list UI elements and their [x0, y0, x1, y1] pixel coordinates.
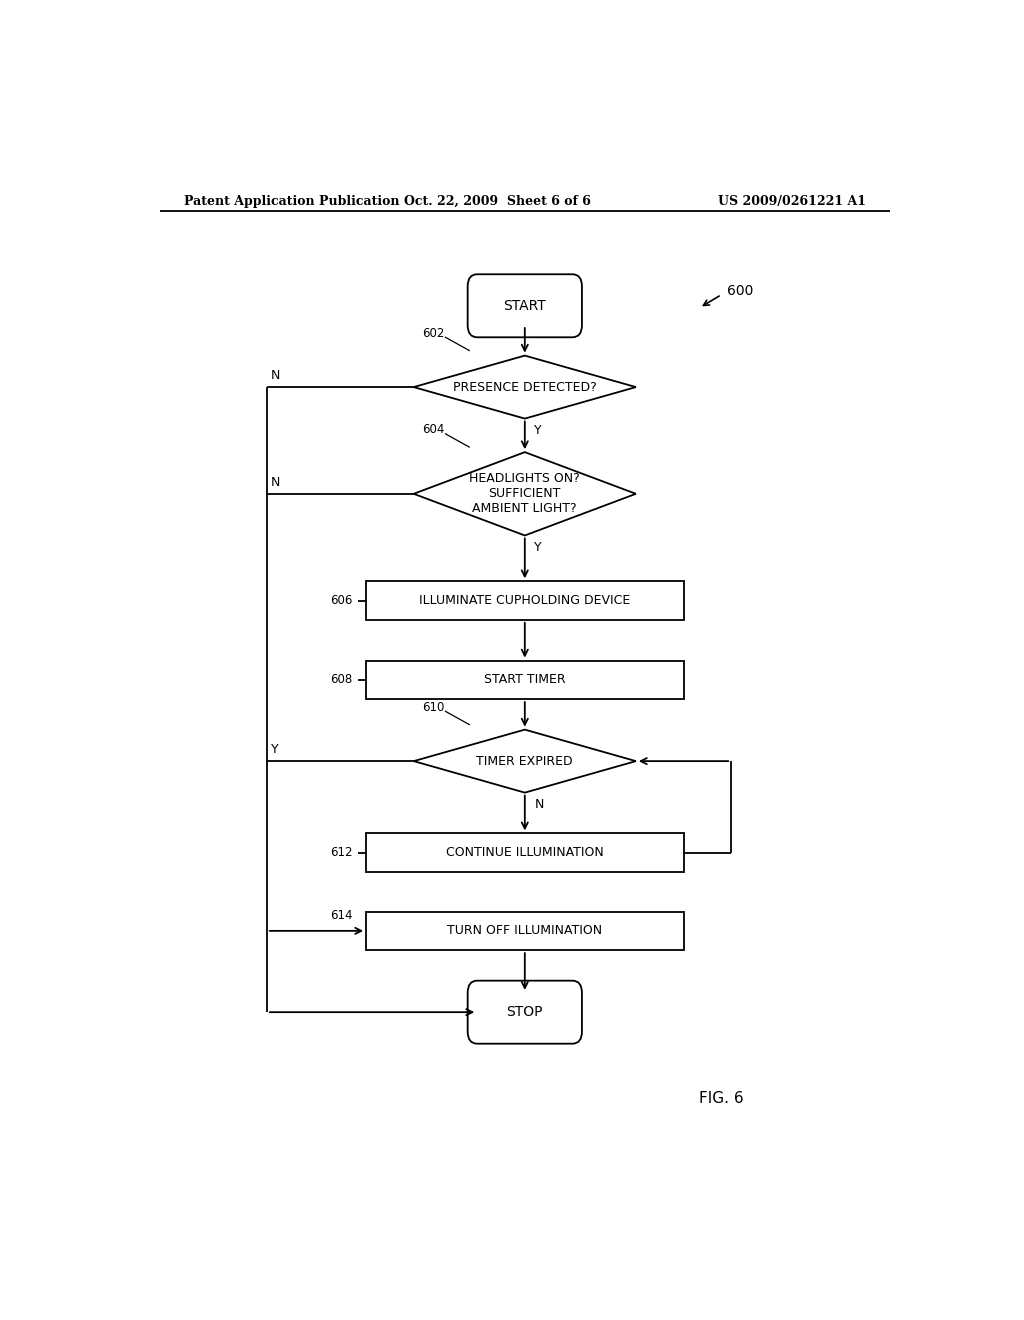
Text: N: N — [535, 797, 544, 810]
Bar — [367, 912, 684, 950]
Text: 600: 600 — [727, 284, 754, 297]
Text: 612: 612 — [331, 846, 353, 859]
Text: N: N — [270, 475, 281, 488]
Polygon shape — [414, 453, 636, 536]
Text: 602: 602 — [422, 327, 444, 339]
Text: ILLUMINATE CUPHOLDING DEVICE: ILLUMINATE CUPHOLDING DEVICE — [419, 594, 631, 607]
Text: FIG. 6: FIG. 6 — [699, 1092, 744, 1106]
FancyBboxPatch shape — [468, 275, 582, 338]
Bar — [367, 581, 684, 620]
Polygon shape — [414, 355, 636, 418]
Text: START: START — [504, 298, 546, 313]
Text: CONTINUE ILLUMINATION: CONTINUE ILLUMINATION — [445, 846, 604, 859]
Text: Y: Y — [270, 743, 279, 756]
Text: Y: Y — [535, 424, 542, 437]
Text: 604: 604 — [422, 424, 444, 437]
Bar — [367, 833, 684, 873]
Text: 608: 608 — [331, 673, 352, 686]
Text: STOP: STOP — [507, 1005, 543, 1019]
Text: US 2009/0261221 A1: US 2009/0261221 A1 — [718, 194, 866, 207]
Bar — [367, 660, 684, 700]
Text: 614: 614 — [331, 909, 353, 923]
Text: TIMER EXPIRED: TIMER EXPIRED — [476, 755, 573, 768]
Text: Oct. 22, 2009  Sheet 6 of 6: Oct. 22, 2009 Sheet 6 of 6 — [403, 194, 591, 207]
Text: HEADLIGHTS ON?
SUFFICIENT
AMBIENT LIGHT?: HEADLIGHTS ON? SUFFICIENT AMBIENT LIGHT? — [469, 473, 581, 515]
Polygon shape — [414, 730, 636, 792]
FancyBboxPatch shape — [468, 981, 582, 1044]
Text: N: N — [270, 370, 281, 381]
Text: Patent Application Publication: Patent Application Publication — [183, 194, 399, 207]
Text: 610: 610 — [422, 701, 444, 714]
Text: PRESENCE DETECTED?: PRESENCE DETECTED? — [453, 380, 597, 393]
Text: 606: 606 — [331, 594, 352, 607]
Text: Y: Y — [535, 541, 542, 553]
Text: START TIMER: START TIMER — [484, 673, 565, 686]
Text: TURN OFF ILLUMINATION: TURN OFF ILLUMINATION — [447, 924, 602, 937]
